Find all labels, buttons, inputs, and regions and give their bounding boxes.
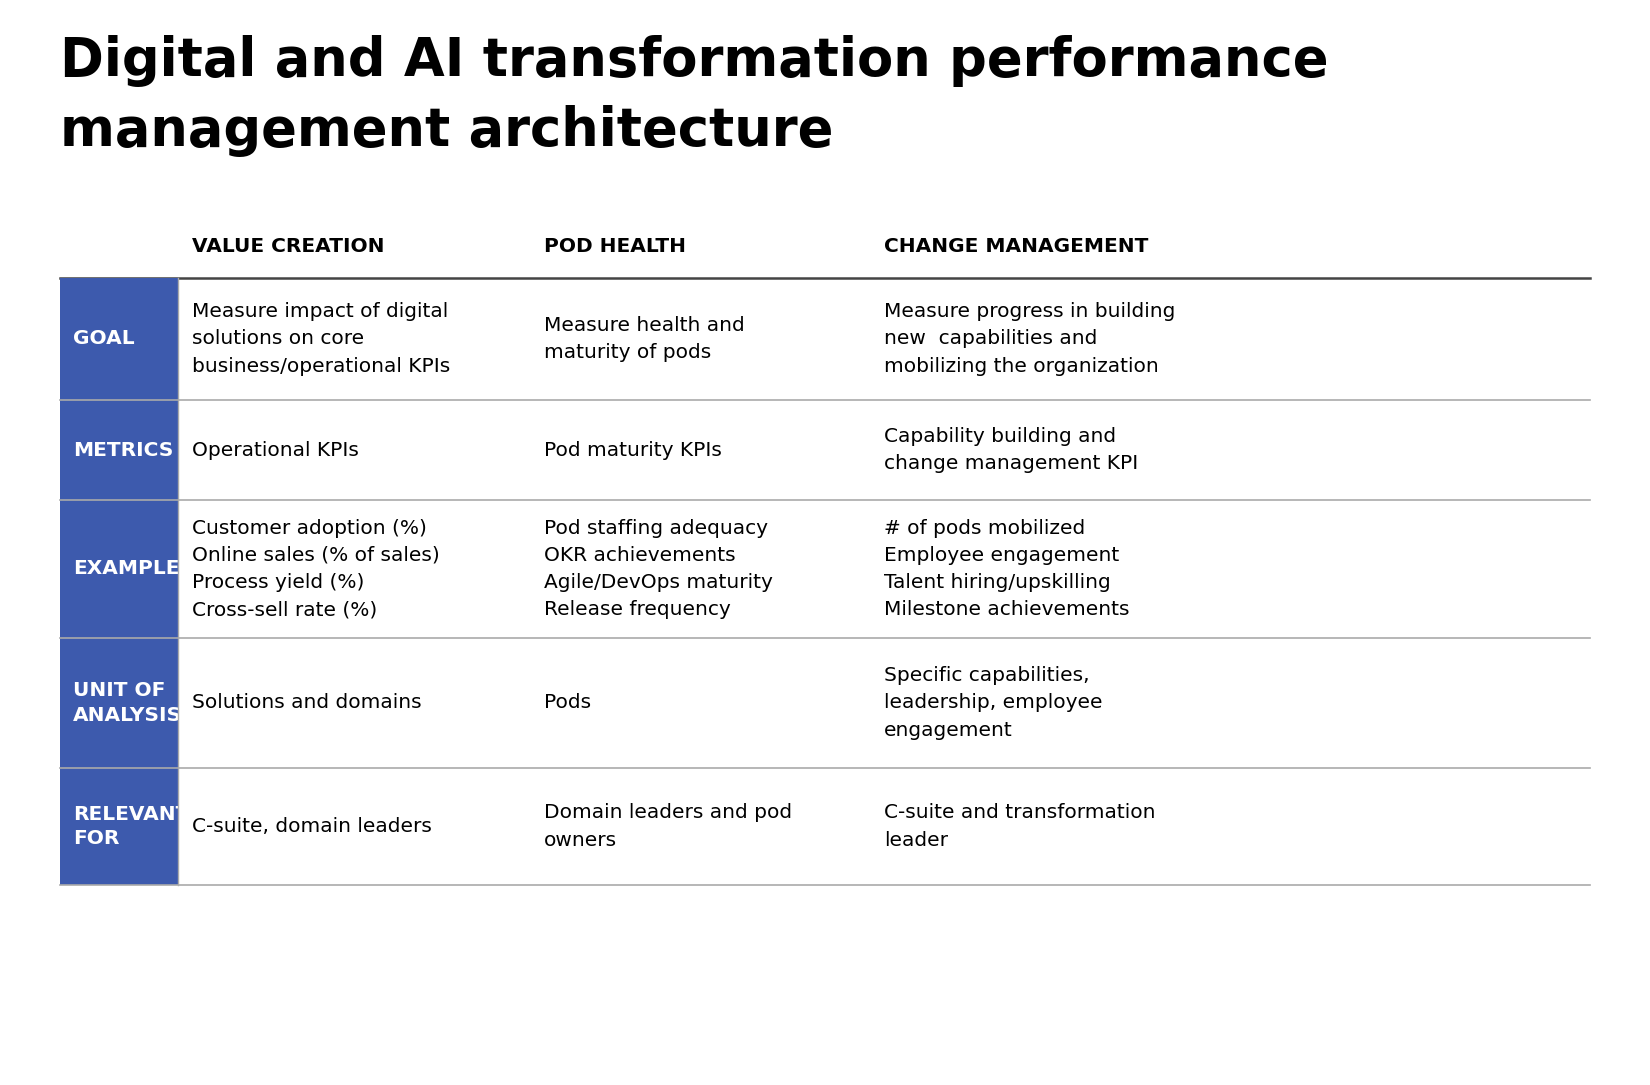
Text: Measure impact of digital
solutions on core
business/operational KPIs: Measure impact of digital solutions on c…	[191, 303, 450, 375]
Text: Digital and AI transformation performance: Digital and AI transformation performanc…	[59, 35, 1328, 87]
Text: POD HEALTH: POD HEALTH	[544, 237, 686, 256]
Text: C-suite and transformation
leader: C-suite and transformation leader	[884, 803, 1155, 850]
Text: Measure health and
maturity of pods: Measure health and maturity of pods	[544, 316, 744, 362]
Text: UNIT OF
ANALYSIS: UNIT OF ANALYSIS	[73, 681, 182, 725]
Text: METRICS: METRICS	[73, 441, 173, 460]
Bar	[59, 400, 178, 500]
Text: CHANGE MANAGEMENT: CHANGE MANAGEMENT	[884, 237, 1148, 256]
Text: management architecture: management architecture	[59, 105, 833, 157]
Text: Solutions and domains: Solutions and domains	[191, 693, 422, 713]
Text: Customer adoption (%)
Online sales (% of sales)
Process yield (%)
Cross-sell rat: Customer adoption (%) Online sales (% of…	[191, 519, 441, 620]
Text: VALUE CREATION: VALUE CREATION	[191, 237, 384, 256]
Text: Measure progress in building
new  capabilities and
mobilizing the organization: Measure progress in building new capabil…	[884, 303, 1175, 375]
Text: Specific capabilities,
leadership, employee
engagement: Specific capabilities, leadership, emplo…	[884, 666, 1102, 740]
Text: Pods: Pods	[544, 693, 591, 713]
Text: # of pods mobilized
Employee engagement
Talent hiring/upskilling
Milestone achie: # of pods mobilized Employee engagement …	[884, 519, 1130, 620]
Bar	[59, 278, 178, 400]
Text: Domain leaders and pod
owners: Domain leaders and pod owners	[544, 803, 792, 850]
Text: Capability building and
change management KPI: Capability building and change managemen…	[884, 426, 1138, 473]
Text: Operational KPIs: Operational KPIs	[191, 441, 360, 460]
Text: EXAMPLES: EXAMPLES	[73, 560, 195, 578]
Bar	[59, 638, 178, 768]
Text: GOAL: GOAL	[73, 330, 135, 348]
Text: Pod staffing adequacy
OKR achievements
Agile/DevOps maturity
Release frequency: Pod staffing adequacy OKR achievements A…	[544, 519, 772, 620]
Bar	[59, 768, 178, 885]
Text: C-suite, domain leaders: C-suite, domain leaders	[191, 817, 432, 837]
Text: RELEVANT
FOR: RELEVANT FOR	[73, 805, 190, 848]
Bar	[59, 500, 178, 638]
Text: Pod maturity KPIs: Pod maturity KPIs	[544, 441, 723, 460]
